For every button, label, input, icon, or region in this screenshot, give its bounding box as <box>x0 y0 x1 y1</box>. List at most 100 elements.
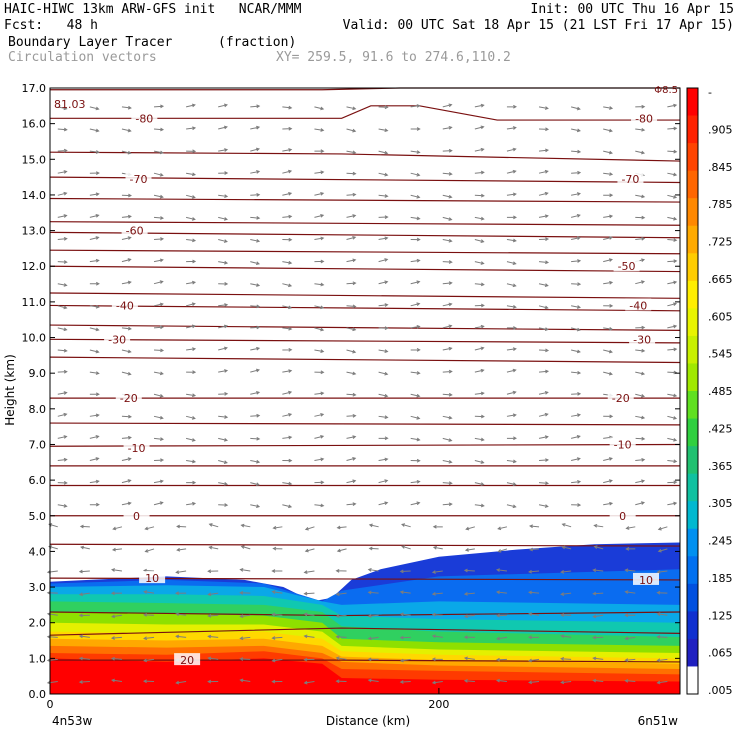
circulation-vector <box>314 413 325 417</box>
circulation-vector <box>635 371 646 376</box>
circulation-vector <box>560 657 572 661</box>
circulation-vector <box>153 393 164 398</box>
colorbar-swatch <box>687 170 698 199</box>
circulation-vector <box>561 523 572 528</box>
circulation-vector <box>635 325 646 330</box>
circulation-vector <box>250 192 261 197</box>
circulation-vector <box>304 548 315 553</box>
circulation-vector <box>538 106 549 110</box>
circulation-vector <box>506 261 517 265</box>
circulation-vector <box>442 125 453 130</box>
circulation-vector <box>635 150 646 155</box>
circulation-vector <box>218 392 229 396</box>
circulation-vector <box>175 634 187 639</box>
circulation-vector <box>303 591 315 596</box>
tracer-fill-layer <box>50 542 680 694</box>
circulation-vector <box>635 215 646 220</box>
isotherm-line <box>49 338 681 344</box>
colorbar-label: .485 <box>708 385 733 398</box>
circulation-vector <box>538 348 550 353</box>
colorbar-label: .005 <box>708 684 733 697</box>
circulation-vector <box>657 548 668 553</box>
circulation-vector <box>431 592 443 596</box>
circulation-vector <box>314 434 325 439</box>
circulation-vector <box>111 678 123 683</box>
circulation-vector <box>603 501 614 506</box>
circulation-vector <box>314 236 325 241</box>
circulation-vector <box>624 568 636 573</box>
isotherm-label-bg <box>125 171 152 184</box>
y-tick-label: 11.0 <box>22 296 47 309</box>
circulation-vector <box>538 369 550 374</box>
isotherm-line <box>49 543 681 547</box>
circulation-vector <box>89 150 100 154</box>
colorbar-label: .905 <box>708 123 733 136</box>
circulation-vector <box>603 128 613 133</box>
header-title: HAIC-HIWC 13km ARW-GFS init NCAR/MMM <box>4 2 302 17</box>
circulation-vector <box>571 349 581 354</box>
circulation-vector <box>506 390 517 395</box>
y-tick-label: 5.0 <box>29 510 47 523</box>
circulation-vector <box>282 126 293 131</box>
corner-label: Φ8.5 <box>654 85 678 96</box>
circulation-vector <box>560 613 572 617</box>
circulation-vector <box>497 526 508 531</box>
circulation-vector <box>346 304 357 309</box>
circulation-vector <box>570 434 581 439</box>
circulation-vector <box>603 236 613 240</box>
y-tick-label: 0.0 <box>29 688 47 701</box>
isotherm-label-bg <box>111 298 138 311</box>
circulation-vector <box>207 679 219 684</box>
circulation-vector <box>250 147 261 152</box>
circulation-vector <box>431 657 443 662</box>
y-tick-label: 8.0 <box>29 403 47 416</box>
circulation-vector <box>186 238 197 243</box>
circulation-vector <box>410 172 421 177</box>
circulation-vector <box>282 305 293 310</box>
circulation-vector <box>571 392 582 396</box>
circulation-vector <box>282 260 293 265</box>
isotherm-label: 10 <box>145 572 159 585</box>
isotherm-label-layer: -80 -80 -70 -70 -60 -50 -40 -40 -30 -30 -20 -20 -10 -… <box>104 111 659 667</box>
circulation-vector <box>250 216 261 220</box>
circulation-vector <box>250 459 261 464</box>
circulation-vector <box>121 105 132 110</box>
circulation-vector <box>474 193 485 198</box>
y-tick-label: 13.0 <box>22 225 47 238</box>
circulation-vector <box>506 413 517 418</box>
circulation-vector <box>153 348 165 353</box>
circulation-vector <box>89 327 100 332</box>
circulation-vector <box>250 125 261 130</box>
circulation-vector <box>538 260 550 265</box>
circulation-vector <box>346 502 357 506</box>
circulation-vector <box>111 568 123 572</box>
isotherm-label-bg <box>607 391 634 404</box>
circulation-vector <box>667 149 678 154</box>
y-tick-label: 10.0 <box>22 332 47 345</box>
circulation-vector <box>667 480 678 485</box>
colorbar-swatch <box>687 363 698 392</box>
circulation-vector <box>89 349 100 354</box>
circulation-vector <box>143 658 155 663</box>
colorbar-label: .065 <box>708 647 733 660</box>
circulation-vector <box>431 634 443 639</box>
colorbar-swatch <box>687 418 698 447</box>
circulation-vector <box>239 636 251 641</box>
circulation-vector <box>314 282 325 287</box>
circulation-vector <box>463 592 475 596</box>
circulation-vector <box>571 192 581 196</box>
circulation-vector <box>121 435 132 440</box>
circulation-vector <box>336 548 347 553</box>
circulation-vector <box>250 170 261 174</box>
circulation-vector <box>506 126 517 130</box>
circulation-vector <box>667 194 678 199</box>
circulation-vector <box>410 348 421 352</box>
circulation-vector <box>410 324 421 329</box>
circulation-vector <box>442 437 453 442</box>
circulation-vector <box>143 636 155 641</box>
header-valid-time: Valid: 00 UTC Sat 18 Apr 15 (21 LST Fri … <box>342 18 734 33</box>
circulation-vector <box>538 435 549 439</box>
circulation-vector <box>282 504 293 509</box>
circulation-vector <box>603 214 614 219</box>
circulation-vector <box>112 526 123 531</box>
